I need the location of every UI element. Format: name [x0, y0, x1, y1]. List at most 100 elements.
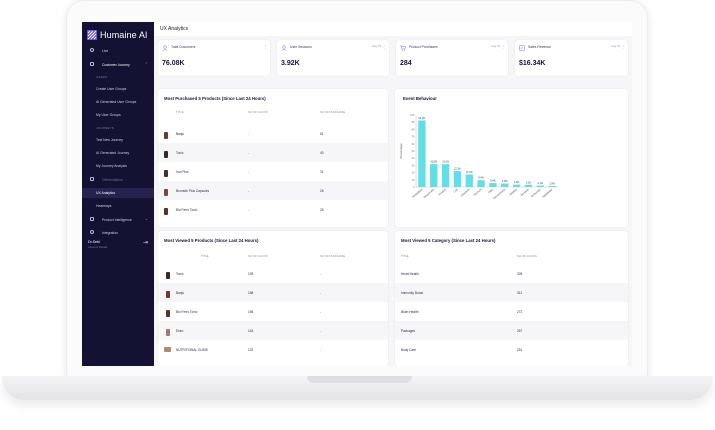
col-purchase[interactable]: NO OF PURCHASE	[320, 254, 346, 258]
product-clicks: 143	[248, 329, 254, 333]
table-row[interactable]: Body Care 251	[395, 340, 628, 359]
product-thumbnail	[166, 272, 170, 279]
live-icon	[90, 48, 94, 52]
product-purchases: -	[320, 291, 322, 295]
category-clicks: 311	[517, 291, 523, 295]
sidebar-item-my-user-groups[interactable]: My User Groups	[96, 113, 121, 117]
logout-icon[interactable]: ⇥	[143, 240, 149, 246]
table-row[interactable]: Packages 257	[395, 321, 628, 340]
sidebar-item-differentiation[interactable]: Differentiation	[102, 177, 123, 182]
kpi-label: Total Customers	[171, 45, 196, 49]
section-journeys: JOURNEYS	[96, 126, 114, 130]
sidebar-item-product-intelligence[interactable]: Product Intelligence	[102, 217, 132, 222]
product-purchases: -	[320, 348, 322, 352]
bar-data-label: 4.9%	[502, 180, 508, 183]
product-thumbnail	[164, 347, 171, 352]
col-title[interactable]: TITLE	[401, 254, 409, 258]
x-tick-label: Filter	[487, 187, 494, 194]
y-tick-label: 70	[412, 135, 415, 139]
col-clicks[interactable]: NO OF CLICKS	[248, 110, 268, 114]
col-clicks[interactable]: NO OF CLICKS	[248, 254, 268, 258]
sidebar-item-ai-journey[interactable]: AI Generated Journey	[96, 151, 130, 155]
product-clicks: -	[248, 208, 250, 212]
card-title: Most Viewed 5 Category (Since Last 24 Ho…	[401, 238, 496, 243]
table-row[interactable]: Bio Ferro Tonic 156 -	[158, 302, 388, 321]
product-thumbnail	[164, 151, 168, 158]
more-options-icon[interactable]: ⋮	[621, 44, 625, 49]
x-tick-label: Search Bar	[423, 187, 436, 198]
chart-bar	[524, 184, 533, 187]
product-clicks: 132	[248, 348, 254, 352]
more-options-icon[interactable]: ⋮	[263, 44, 267, 49]
table-row[interactable]: Tonic 193 -	[158, 264, 388, 283]
table-row[interactable]: Estro 143 -	[158, 321, 388, 340]
chevron-up-icon[interactable]: ⌃	[145, 62, 148, 66]
chart-bar	[453, 171, 462, 187]
chart-bar	[512, 184, 521, 187]
more-options-icon[interactable]: ⋮	[382, 44, 386, 49]
sidebar-item-ux-analytics[interactable]: UX Analytics	[96, 191, 116, 195]
col-clicks[interactable]: NO OF CLICKS	[517, 254, 537, 258]
card-title: Most Viewed 5 Products (Since Last 24 Ho…	[164, 238, 259, 243]
y-tick-label: 10	[412, 178, 415, 182]
brand-logo[interactable]: Humaine AI	[82, 22, 154, 42]
sidebar-item-test-new-journey[interactable]: Test New Journey	[96, 138, 123, 142]
x-tick-label: Account	[473, 187, 483, 196]
more-options-icon[interactable]: ⋮	[501, 44, 505, 49]
kpi-label: User Sessions	[290, 45, 312, 49]
integration-icon	[90, 230, 94, 234]
table-row[interactable]: Banju 168 -	[158, 283, 388, 302]
account-details-link[interactable]: Account Details	[88, 245, 108, 249]
y-tick-label: 100	[410, 113, 415, 117]
event-behaviour-chart: Percentage 0 10 20 30 40 50 60 70 80 90 100 92.4% Nav…	[399, 113, 558, 200]
sidebar-item-ai-user-groups[interactable]: AI Generated User Groups	[96, 100, 137, 104]
user-name[interactable]: Dr.Sebi	[88, 240, 100, 244]
product-clicks: -	[248, 170, 250, 174]
table-row[interactable]: Iron Plus - 31	[158, 162, 388, 181]
product-purchases: 51	[320, 132, 324, 136]
category-title: Body Care	[401, 348, 417, 352]
user-sessions-icon	[281, 45, 287, 51]
kpi-label: Sales Revenue	[528, 45, 551, 49]
category-clicks: 305	[517, 272, 523, 276]
product-thumbnail	[166, 329, 170, 336]
product-clicks: 168	[248, 291, 254, 295]
product-purchases: 26	[320, 189, 324, 193]
sidebar-item-customer-journey[interactable]: Customer Journey	[102, 62, 130, 67]
category-clicks: 251	[517, 348, 523, 352]
table-row[interactable]: Bromide Plus Capsules - 26	[158, 181, 388, 200]
category-title: Immunity Boost	[401, 291, 423, 295]
product-purchases: 26	[320, 208, 324, 212]
x-tick-label: Wishlist	[508, 187, 518, 196]
sidebar-item-my-journey-analysis[interactable]: My Journey Analysis	[96, 164, 127, 168]
nav-active-highlight	[82, 188, 154, 198]
table-row[interactable]: Heart Health 305	[395, 264, 628, 283]
y-tick-label: 90	[412, 120, 415, 124]
col-title[interactable]: TITLE	[176, 110, 184, 114]
sidebar-item-create-user-groups[interactable]: Create User Groups	[96, 87, 127, 91]
product-title: Banju	[176, 132, 185, 136]
product-title: Bromide Plus Capsules	[176, 189, 210, 193]
kpi-period: Aug '24	[372, 45, 381, 48]
sidebar-item-integration[interactable]: Integration	[102, 230, 119, 235]
x-tick-label: Subscribe	[530, 187, 542, 198]
chevron-down-icon[interactable]: ⌄	[145, 217, 148, 221]
y-axis-label: Percentage	[399, 143, 403, 159]
category-clicks: 272	[517, 310, 523, 314]
table-row[interactable]: Banju - 51	[158, 124, 388, 143]
table-row[interactable]: Bio Ferro Tonic - 26	[158, 200, 388, 219]
sidebar-item-heatmaps[interactable]: Heatmaps	[96, 204, 112, 208]
table-row[interactable]: Immunity Boost 311	[395, 283, 628, 302]
kpi-period: Aug '24	[491, 45, 500, 48]
table-row[interactable]: Brain Health 272	[395, 302, 628, 321]
journey-icon	[90, 62, 94, 66]
bar-data-label: 9.4%	[478, 177, 484, 180]
table-row[interactable]: NUTRITIONAL GUIDE 132 -	[158, 340, 388, 359]
product-purchases: -	[320, 310, 322, 314]
col-purchase[interactable]: NO OF PURCHASE	[320, 110, 346, 114]
table-row[interactable]: Tonic - 40	[158, 143, 388, 162]
col-title[interactable]: TITLE	[201, 254, 209, 258]
sidebar-item-live[interactable]: Live	[102, 48, 109, 53]
card-title: Most Purchased 5 Products (Since Last 24…	[164, 96, 266, 101]
x-tick-label: Recommend	[492, 187, 506, 200]
